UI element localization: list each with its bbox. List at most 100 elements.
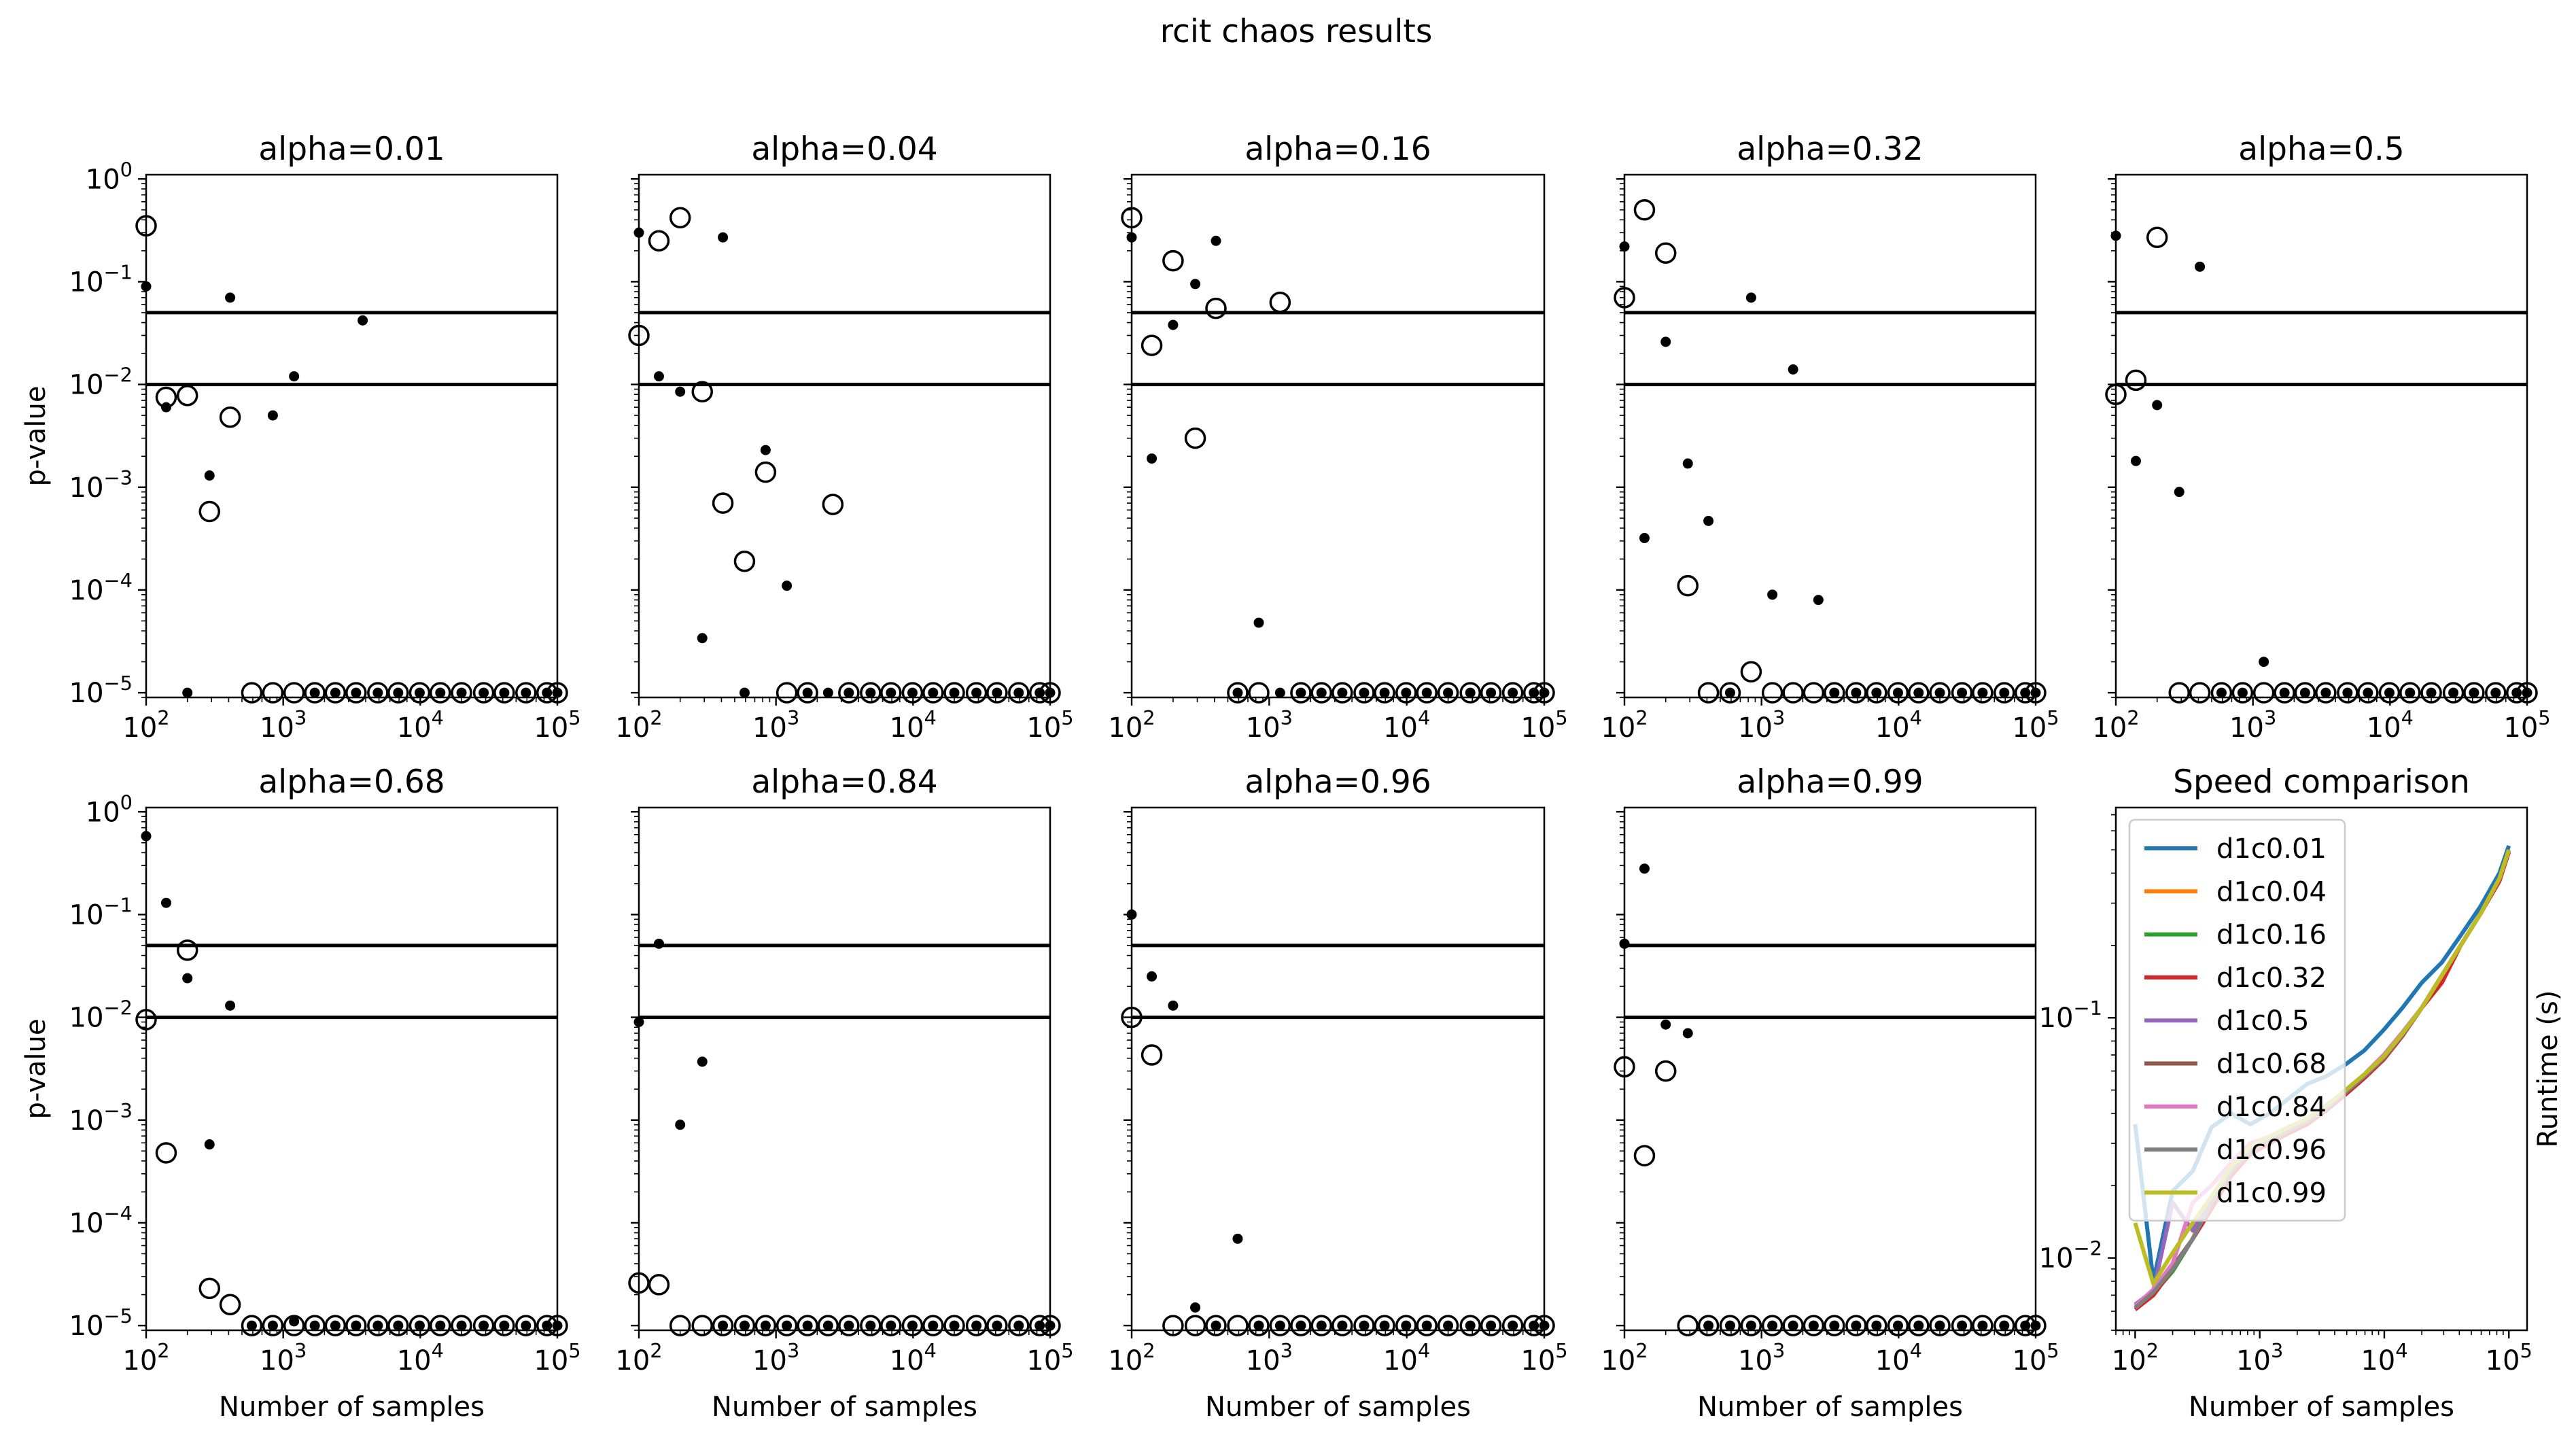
open-circle-point	[648, 1274, 670, 1296]
x-tick-label: 102	[615, 706, 662, 744]
filled-dot-point	[309, 687, 320, 698]
open-circle-point	[1162, 249, 1184, 272]
axes-frame	[1623, 806, 2037, 1332]
x-tick-label: 105	[534, 1339, 580, 1377]
filled-dot-point	[1337, 1320, 1348, 1331]
open-circle-point	[838, 1315, 860, 1336]
open-circle-point	[1719, 1315, 1741, 1336]
open-circle-point	[2189, 682, 2211, 704]
filled-dot-point	[2020, 687, 2031, 698]
filled-dot-point	[971, 687, 982, 698]
x-tick-label: 104	[1383, 1339, 1430, 1377]
filled-dot-point	[1957, 1320, 1968, 1331]
filled-dot-point	[1871, 687, 1882, 698]
open-circle-point	[304, 682, 326, 704]
filled-dot-point	[2279, 687, 2290, 698]
filled-dot-point	[1034, 1320, 1045, 1331]
axes-frame	[638, 806, 1051, 1332]
filled-dot-point	[160, 897, 171, 908]
open-circle-point	[2442, 682, 2465, 704]
filled-dot-point	[1529, 1320, 1539, 1331]
filled-dot-point	[760, 445, 771, 455]
filled-dot-point	[435, 687, 446, 698]
open-circle-point	[1782, 682, 1804, 704]
filled-dot-point	[1190, 1302, 1201, 1313]
open-circle-point	[797, 682, 818, 704]
open-circle-point	[345, 682, 367, 704]
axes-frame	[2114, 173, 2528, 699]
filled-dot-point	[204, 1139, 215, 1150]
filled-dot-point	[499, 1320, 510, 1331]
open-circle-point	[472, 1315, 495, 1336]
open-circle-point	[691, 381, 714, 403]
open-circle-point	[817, 1315, 839, 1336]
subplot-title: alpha=0.16	[1245, 131, 1431, 168]
open-circle-point	[198, 1277, 221, 1300]
filled-dot-point	[2174, 487, 2185, 498]
open-circle-point	[2315, 682, 2337, 704]
filled-dot-point	[309, 1320, 320, 1331]
open-circle-point	[1162, 1315, 1184, 1336]
open-circle-point	[776, 1315, 798, 1336]
x-tick-label: 105	[1520, 706, 1567, 744]
subplot-grid: alpha=0.01 102 103 104 105 10−5 10−4 10−3 10−2 10…	[20, 131, 2564, 1423]
open-circle-point	[1972, 1315, 1994, 1336]
subplot-5: alpha=0.5 102 103 104 105	[2092, 131, 2550, 744]
x-tick-label: 103	[752, 706, 799, 744]
open-circle-point	[1331, 1315, 1353, 1336]
open-circle-point	[387, 1315, 409, 1336]
open-circle-point	[262, 1315, 284, 1336]
open-circle-point	[198, 500, 221, 523]
legend-label: d1c0.32	[2216, 963, 2327, 994]
open-circle-point	[2420, 682, 2442, 704]
open-circle-point	[1677, 1315, 1699, 1336]
filled-dot-point	[2511, 687, 2522, 698]
x-tick-label: 102	[1601, 706, 1648, 744]
open-circle-point	[1633, 199, 1656, 221]
filled-dot-point	[456, 1320, 467, 1331]
legend: d1c0.01 d1c0.04 d1c0.16 d1c0.32 d1c0.5 d1c0.6…	[2128, 818, 2346, 1222]
filled-dot-point	[1639, 533, 1650, 544]
x-axis-label: Number of samples	[1697, 1391, 1963, 1423]
filled-dot-point	[2320, 687, 2331, 698]
open-circle-point	[2168, 682, 2191, 704]
open-circle-point	[324, 682, 347, 704]
open-circle-point	[860, 682, 882, 704]
x-tick-label: 105	[2012, 1339, 2059, 1377]
filled-dot-point	[182, 687, 193, 698]
open-circle-point	[408, 682, 431, 704]
filled-dot-point	[739, 1320, 750, 1331]
open-circle-point	[1205, 1315, 1227, 1336]
filled-dot-point	[1829, 1320, 1840, 1331]
x-tick-label: 102	[615, 1339, 662, 1377]
open-circle-point	[176, 939, 198, 961]
open-circle-point	[1654, 1060, 1677, 1082]
subplot-9: alpha=0.99 102 103 104 105 Number of samples	[1601, 763, 2059, 1423]
x-tick-label: 103	[1246, 706, 1293, 744]
open-circle-point	[515, 682, 537, 704]
filled-dot-point	[2363, 687, 2373, 698]
filled-dot-point	[760, 1320, 771, 1331]
open-circle-point	[451, 682, 472, 704]
open-circle-point	[304, 1315, 326, 1336]
open-circle-point	[1184, 427, 1206, 449]
scatter-points	[1121, 909, 1555, 1336]
filled-dot-point	[949, 1320, 960, 1331]
open-circle-point	[283, 1315, 305, 1336]
filled-dot-point	[1682, 458, 1693, 469]
filled-dot-point	[1232, 1233, 1243, 1244]
x-tick-label: 103	[752, 1339, 799, 1377]
filled-dot-point	[992, 1320, 1003, 1331]
open-circle-point	[1782, 1315, 1804, 1336]
x-tick-label: 104	[890, 1339, 937, 1377]
x-tick-label: 105	[1026, 706, 1073, 744]
open-circle-point	[2337, 682, 2359, 704]
filled-dot-point	[697, 633, 708, 644]
subplot-6: alpha=0.68 102 103 104 105 10−5 10−4 10−3 10−2 10…	[20, 763, 581, 1423]
open-circle-point	[1677, 574, 1699, 597]
x-tick-label: 104	[2361, 1339, 2407, 1377]
open-circle-point	[712, 492, 734, 514]
y-tick-label: 10−2	[2039, 1237, 2102, 1275]
open-circle-point	[691, 1315, 714, 1336]
filled-dot-point	[675, 386, 686, 397]
